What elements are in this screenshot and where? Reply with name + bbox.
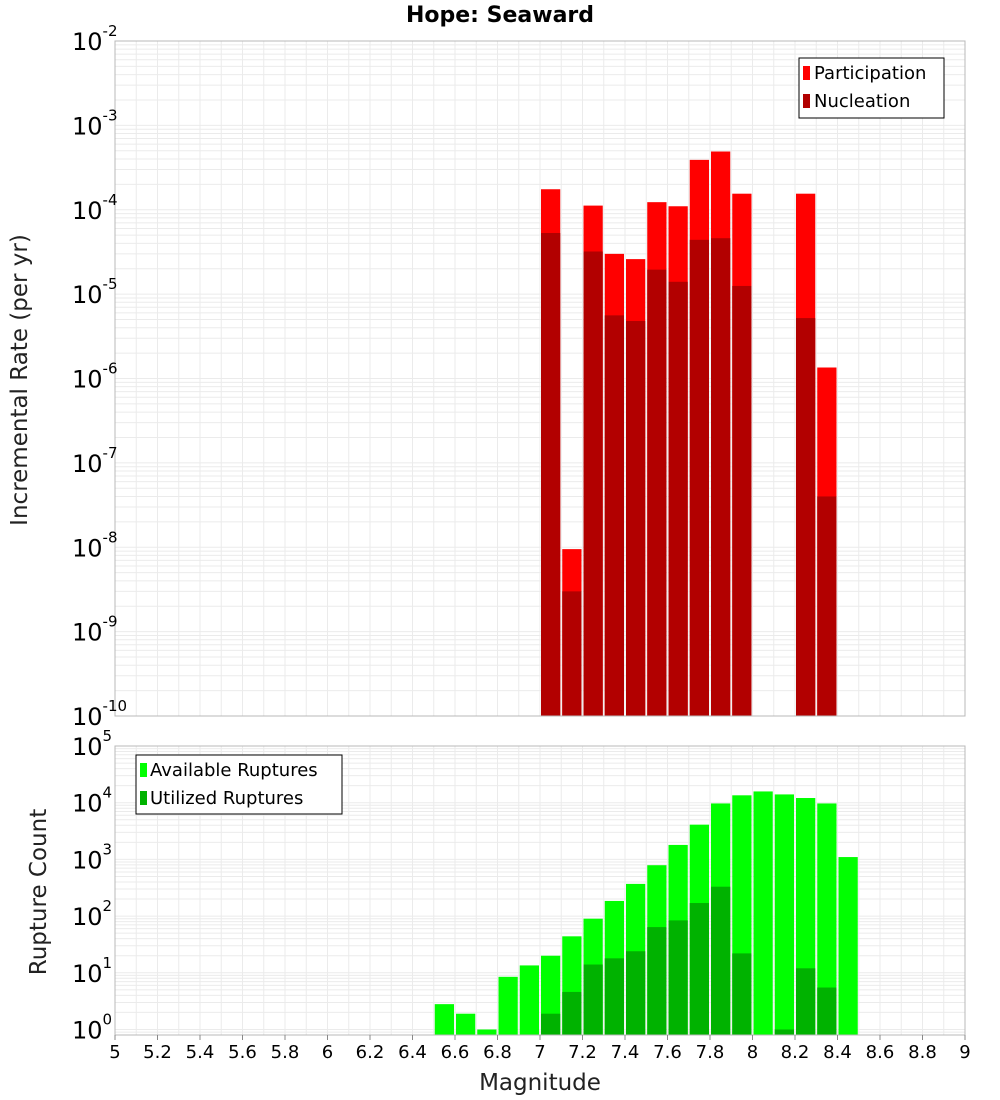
top-y-tick-label: 10-8 (72, 528, 118, 562)
top-plot-border (114, 40, 966, 717)
top-bar-nucleation (817, 496, 837, 716)
legend-swatch-participation (803, 66, 810, 80)
top-y-tick-label: 10-2 (72, 22, 118, 56)
top-bar-nucleation (796, 318, 816, 716)
x-tick-label: 5.2 (143, 1042, 172, 1063)
bottom-bar-utilized (604, 958, 624, 1035)
legend-label-available: Available Ruptures (150, 760, 318, 781)
x-tick-labels: 5 5.2 5.4 5.6 5.8 6 6.2 6.4 6.6 6.8 7 7.2 7.4 7.6 7.8 8… (109, 1035, 971, 1063)
bottom-bar-available (477, 1029, 497, 1035)
bottom-bar-utilized (541, 1013, 561, 1035)
bottom-bar-available (498, 976, 518, 1035)
bottom-y-tick-labels: 100 101 102 103 104 105 (72, 727, 112, 1045)
top-y-tick-label: 10-7 (72, 444, 118, 478)
x-tick-label: 8.6 (866, 1042, 895, 1063)
bottom-y-tick-label: 100 (72, 1011, 112, 1045)
x-tick-label: 9 (959, 1042, 970, 1063)
bottom-bar-available (456, 1013, 476, 1035)
x-tick-label: 5.6 (228, 1042, 257, 1063)
legend-label-nucleation: Nucleation (814, 91, 910, 112)
bottom-bar-available (753, 791, 773, 1035)
bottom-legend: Available Ruptures Utilized Ruptures (135, 754, 343, 815)
bottom-y-tick-label: 104 (72, 784, 112, 818)
bottom-y-axis-label: Rupture Count (26, 809, 52, 975)
bottom-bar-utilized (732, 953, 752, 1035)
x-tick-label: 8 (747, 1042, 758, 1063)
bottom-bar-utilized (626, 951, 646, 1035)
x-tick-label: 8.4 (823, 1042, 852, 1063)
bottom-bar-utilized (583, 964, 603, 1035)
top-bar-nucleation (711, 238, 731, 716)
x-tick-label: 7.6 (653, 1042, 682, 1063)
chart-title: Hope: Seaward (406, 3, 594, 28)
top-bar-nucleation (732, 285, 752, 716)
x-tick-label: 7 (534, 1042, 545, 1063)
top-bar-nucleation (647, 269, 667, 716)
bottom-bar-utilized (796, 968, 816, 1035)
top-bar-nucleation (604, 315, 624, 716)
top-y-tick-labels: 10-2 10-3 10-4 10-5 10-6 10-7 10-8 10-9 10-10 (72, 22, 127, 731)
bottom-bar-utilized (689, 903, 709, 1035)
bottom-bar-available (434, 1004, 454, 1035)
bottom-y-tick-label: 101 (72, 954, 112, 988)
top-bars (541, 151, 837, 717)
bottom-bar-utilized (647, 927, 667, 1035)
top-bar-nucleation (626, 321, 646, 716)
top-y-tick-label: 10-3 (72, 106, 118, 140)
x-tick-label: 7.4 (611, 1042, 640, 1063)
top-bar-nucleation (668, 281, 688, 716)
bottom-legend-box (135, 754, 343, 815)
bottom-bar-available (838, 857, 858, 1035)
top-y-tick-label: 10-10 (72, 697, 127, 731)
top-gridlines (114, 41, 966, 717)
bottom-bar-utilized (711, 886, 731, 1035)
x-tick-label: 7.8 (696, 1042, 725, 1063)
legend-swatch-available (140, 763, 147, 777)
bottom-bar-utilized (817, 987, 837, 1035)
x-tick-label: 6.8 (483, 1042, 512, 1063)
x-tick-label: 6.2 (356, 1042, 385, 1063)
legend-label-participation: Participation (814, 63, 926, 84)
top-y-tick-label: 10-5 (72, 275, 118, 309)
bottom-bar-available (519, 965, 539, 1035)
x-tick-label: 5 (109, 1042, 120, 1063)
bottom-y-tick-label: 103 (72, 840, 112, 874)
bottom-y-tick-label: 102 (72, 897, 112, 931)
top-y-tick-label: 10-4 (72, 191, 118, 225)
top-y-axis-label: Incremental Rate (per yr) (7, 234, 33, 526)
x-axis-label: Magnitude (479, 1070, 601, 1096)
x-tick-label: 5.4 (186, 1042, 215, 1063)
x-tick-label: 6 (322, 1042, 333, 1063)
top-bar-nucleation (583, 251, 603, 716)
rupture-count-panel: 100 101 102 103 104 105 Rupture Count Availab… (26, 727, 971, 1096)
bottom-bar-utilized (562, 991, 582, 1035)
top-legend: Participation Nucleation (798, 57, 945, 119)
x-tick-label: 5.8 (271, 1042, 300, 1063)
top-y-tick-label: 10-9 (72, 613, 118, 647)
top-bar-nucleation (541, 233, 561, 716)
top-bar-nucleation (562, 591, 582, 716)
bottom-bar-utilized (774, 1029, 794, 1035)
x-tick-label: 6.4 (398, 1042, 427, 1063)
participation-nucleation-panel: 10-2 10-3 10-4 10-5 10-6 10-7 10-8 10-9 10-10 In… (7, 22, 966, 731)
top-bar-nucleation (689, 239, 709, 716)
x-tick-label: 8.2 (781, 1042, 810, 1063)
bottom-bar-available (817, 803, 837, 1035)
bottom-bar-available (774, 794, 794, 1035)
legend-swatch-nucleation (803, 94, 810, 108)
bottom-y-tick-label: 105 (72, 727, 112, 761)
x-tick-label: 6.6 (441, 1042, 470, 1063)
x-tick-label: 7.2 (568, 1042, 597, 1063)
bottom-bars (434, 791, 858, 1035)
legend-label-utilized: Utilized Ruptures (150, 788, 303, 809)
top-y-tick-label: 10-6 (72, 360, 118, 394)
top-legend-box (798, 57, 945, 119)
legend-swatch-utilized (140, 791, 147, 805)
x-tick-label: 8.8 (908, 1042, 937, 1063)
bottom-bar-utilized (668, 920, 688, 1035)
